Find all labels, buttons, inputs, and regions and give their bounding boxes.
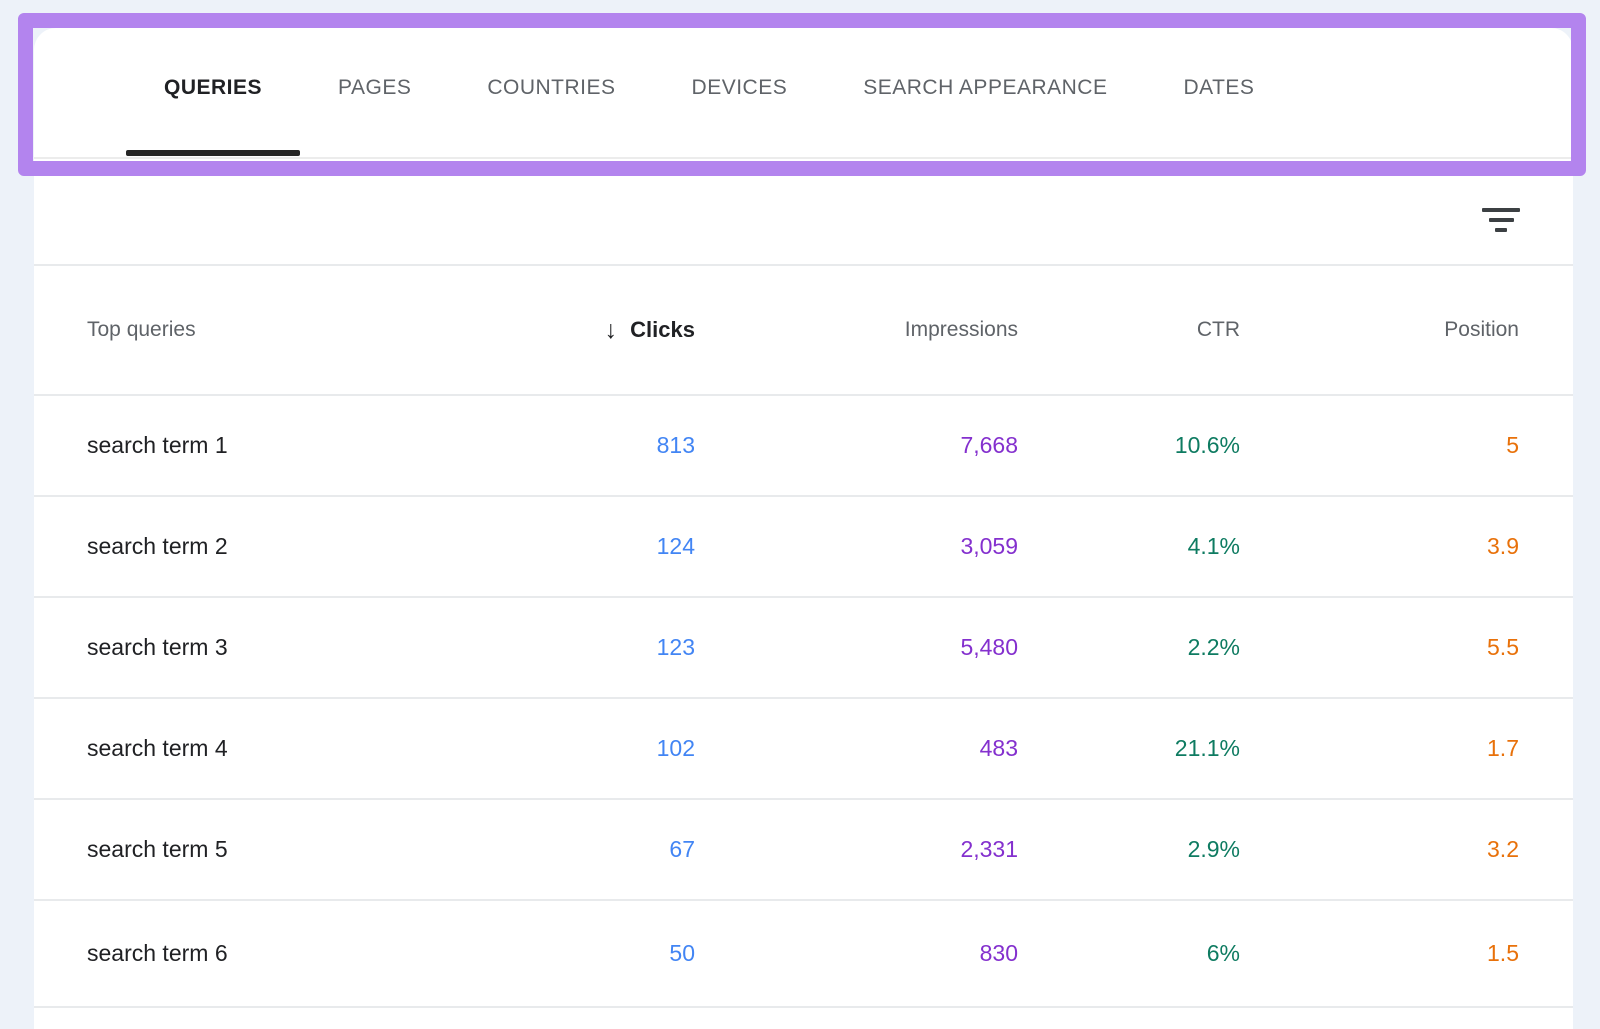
filter-button[interactable] <box>1477 196 1525 244</box>
table-row[interactable]: search term 1 813 7,668 10.6% 5 <box>34 396 1573 497</box>
column-header-clicks[interactable]: Clicks <box>455 316 695 345</box>
performance-report-card: QUERIES PAGES COUNTRIES DEVICES SEARCH A… <box>34 28 1573 1029</box>
query-cell: search term 5 <box>87 836 228 862</box>
table-toolbar <box>34 176 1573 266</box>
tab-pages[interactable]: PAGES <box>300 28 449 157</box>
ctr-cell: 2.9% <box>1187 836 1240 862</box>
query-cell: search term 1 <box>87 432 228 458</box>
position-cell: 1.7 <box>1487 735 1519 761</box>
ctr-cell: 21.1% <box>1174 735 1240 761</box>
clicks-cell: 124 <box>656 533 695 559</box>
table-row[interactable]: search term 3 123 5,480 2.2% 5.5 <box>34 598 1573 699</box>
sort-arrow-down-icon <box>605 316 618 345</box>
column-header-ctr[interactable]: CTR <box>1196 318 1240 341</box>
tab-search-appearance-label: SEARCH APPEARANCE <box>863 75 1108 99</box>
table-row[interactable]: search term 2 124 3,059 4.1% 3.9 <box>34 497 1573 598</box>
query-cell: search term 3 <box>87 634 228 660</box>
impressions-cell: 3,059 <box>960 533 1018 559</box>
position-cell: 1.5 <box>1487 940 1519 966</box>
query-cell: search term 4 <box>87 735 228 761</box>
position-cell: 5.5 <box>1487 634 1519 660</box>
dimension-tabs: QUERIES PAGES COUNTRIES DEVICES SEARCH A… <box>34 28 1573 159</box>
position-cell: 5 <box>1506 432 1519 458</box>
table-row[interactable]: search term 6 50 830 6% 1.5 <box>34 901 1573 1008</box>
impressions-cell: 483 <box>979 735 1018 761</box>
ctr-cell: 4.1% <box>1187 533 1240 559</box>
query-cell: search term 6 <box>87 940 228 966</box>
active-tab-indicator <box>126 150 301 156</box>
position-cell: 3.9 <box>1487 533 1519 559</box>
column-header-clicks-label: Clicks <box>630 317 695 342</box>
tab-devices-label: DEVICES <box>691 75 788 99</box>
column-header-position[interactable]: Position <box>1444 318 1519 341</box>
table-header-row: Top queries Clicks Impressions CTR Posit… <box>34 266 1573 396</box>
tab-devices[interactable]: DEVICES <box>654 28 826 157</box>
clicks-cell: 102 <box>656 735 695 761</box>
ctr-cell: 6% <box>1206 940 1240 966</box>
column-header-impressions[interactable]: Impressions <box>904 318 1018 341</box>
impressions-cell: 7,668 <box>960 432 1018 458</box>
tab-queries-label: QUERIES <box>164 75 263 99</box>
column-header-top-queries[interactable]: Top queries <box>87 318 196 341</box>
ctr-cell: 2.2% <box>1187 634 1240 660</box>
tab-dates[interactable]: DATES <box>1145 28 1292 157</box>
tab-dates-label: DATES <box>1183 75 1255 99</box>
ctr-cell: 10.6% <box>1174 432 1240 458</box>
position-cell: 3.2 <box>1487 836 1519 862</box>
clicks-cell: 50 <box>669 940 695 966</box>
queries-table: Top queries Clicks Impressions CTR Posit… <box>34 266 1573 1008</box>
tab-search-appearance[interactable]: SEARCH APPEARANCE <box>825 28 1145 157</box>
clicks-cell: 813 <box>656 432 695 458</box>
tab-queries[interactable]: QUERIES <box>126 28 301 157</box>
query-cell: search term 2 <box>87 533 228 559</box>
impressions-cell: 2,331 <box>960 836 1018 862</box>
tab-countries-label: COUNTRIES <box>487 75 616 99</box>
tab-pages-label: PAGES <box>338 75 412 99</box>
clicks-cell: 123 <box>656 634 695 660</box>
table-row[interactable]: search term 5 67 2,331 2.9% 3.2 <box>34 800 1573 901</box>
tab-countries[interactable]: COUNTRIES <box>449 28 653 157</box>
table-row[interactable]: search term 4 102 483 21.1% 1.7 <box>34 699 1573 800</box>
impressions-cell: 830 <box>979 940 1018 966</box>
clicks-cell: 67 <box>669 836 695 862</box>
impressions-cell: 5,480 <box>960 634 1018 660</box>
